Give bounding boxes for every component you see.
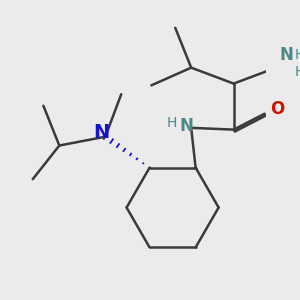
Text: H: H bbox=[295, 65, 300, 79]
Text: N: N bbox=[180, 117, 194, 135]
Text: H: H bbox=[295, 48, 300, 62]
Text: N: N bbox=[280, 46, 294, 64]
Text: H: H bbox=[167, 116, 177, 130]
Text: N: N bbox=[93, 123, 109, 142]
Text: O: O bbox=[270, 100, 284, 118]
